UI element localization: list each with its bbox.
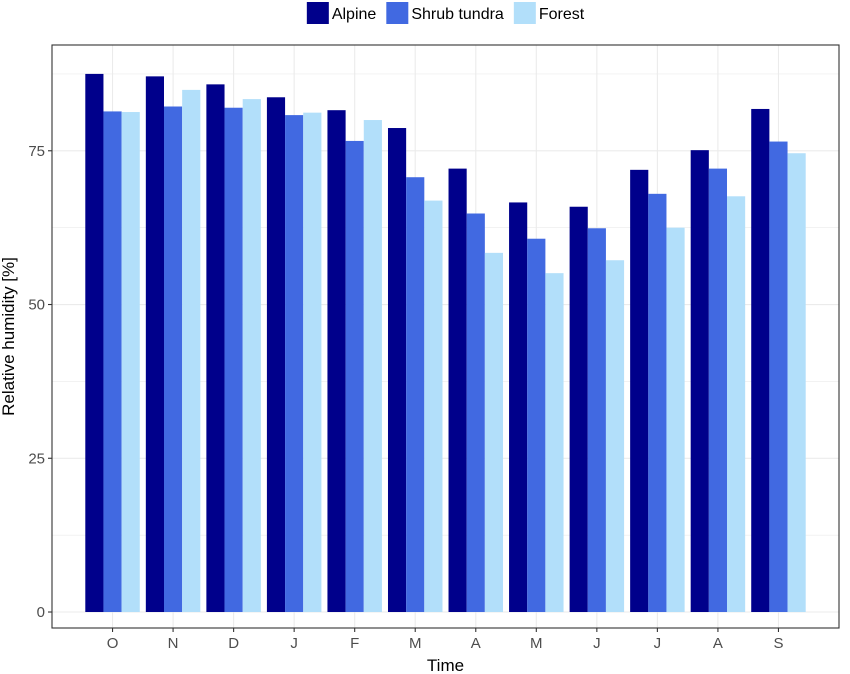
bar [648, 193, 667, 613]
x-tick-label: D [228, 635, 239, 652]
x-tick-label: S [773, 635, 783, 652]
bar [406, 177, 425, 613]
y-axis: 0 25 50 75 [28, 143, 52, 621]
bar [787, 153, 806, 613]
y-tick-label: 25 [28, 450, 45, 467]
x-tick-label: M [409, 635, 422, 652]
x-tick-label: M [530, 635, 543, 652]
bar [285, 115, 304, 613]
bar [387, 128, 407, 613]
bar [769, 141, 788, 613]
x-tick-label: J [593, 635, 601, 652]
bar [206, 84, 225, 613]
legend-label: Forest [539, 6, 585, 23]
y-tick-label: 50 [28, 297, 45, 314]
bar [727, 196, 746, 613]
bar [545, 273, 564, 613]
x-tick-label: A [471, 635, 481, 652]
bar [424, 200, 443, 613]
legend-label: Shrub tundra [411, 6, 504, 23]
bar [303, 112, 322, 613]
bar [708, 168, 728, 613]
bar [85, 73, 104, 613]
bar [163, 106, 183, 613]
bar [224, 107, 243, 613]
y-tick-label: 0 [37, 604, 45, 621]
bar [327, 110, 346, 613]
bar [527, 238, 546, 613]
bar [630, 169, 649, 613]
bar [103, 111, 122, 613]
plot-border [51, 44, 840, 629]
bar [145, 76, 164, 613]
bars [85, 73, 806, 613]
bar [266, 97, 286, 613]
x-tick-label: F [350, 635, 359, 652]
bar [605, 260, 625, 613]
bar [484, 252, 504, 613]
bar [587, 228, 606, 613]
y-axis-title: Relative humidity [%] [0, 257, 18, 416]
y-tick-label: 75 [28, 143, 45, 160]
legend-key [513, 2, 536, 24]
legend-key [306, 2, 329, 24]
legend: Alpine Shrub tundra Forest [306, 2, 585, 24]
bar [569, 206, 588, 613]
x-tick-label: N [168, 635, 179, 652]
bar [690, 150, 709, 613]
bar [182, 89, 201, 613]
x-tick-label: J [654, 635, 662, 652]
bar [666, 227, 685, 613]
legend-label: Alpine [332, 6, 377, 23]
x-tick-label: A [713, 635, 723, 652]
bar [242, 99, 261, 613]
bar [466, 213, 485, 613]
x-tick-label: J [290, 635, 298, 652]
bar [509, 202, 528, 613]
x-axis-title: Time [427, 656, 464, 674]
bar [751, 108, 770, 613]
x-tick-label: O [107, 635, 119, 652]
bar [121, 112, 140, 613]
legend-key [386, 2, 409, 24]
bar [448, 168, 467, 613]
bar [345, 140, 364, 613]
bar [363, 120, 382, 613]
